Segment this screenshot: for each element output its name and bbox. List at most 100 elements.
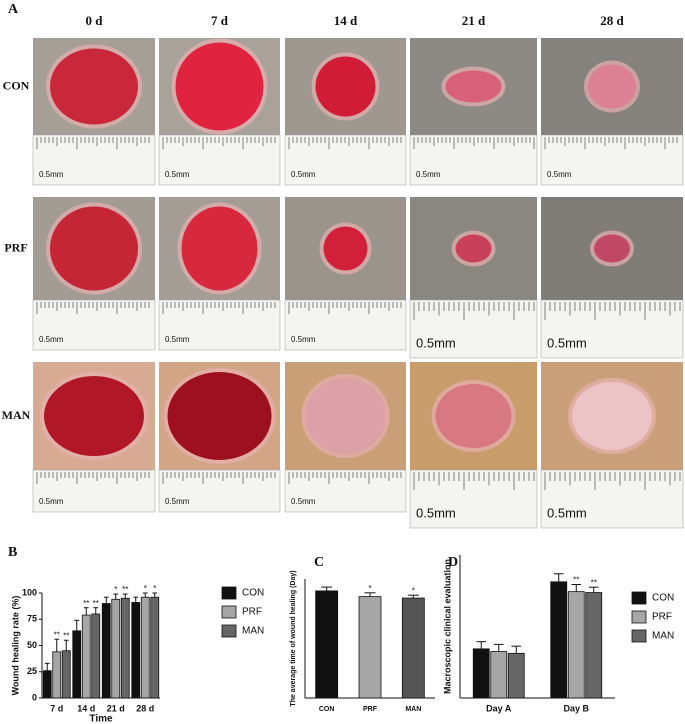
ruler: [284, 134, 407, 186]
bar: [550, 581, 568, 699]
wound: [50, 206, 138, 291]
ruler: [540, 134, 684, 186]
scale-label: 0.5mm: [547, 505, 587, 520]
significance: **: [63, 631, 69, 640]
wound: [323, 226, 368, 271]
ruler: [32, 134, 156, 186]
wound: [445, 70, 502, 103]
scale-label: 0.5mm: [39, 497, 64, 506]
significance: **: [93, 599, 99, 608]
significance: *: [144, 584, 147, 593]
significance: *: [114, 585, 117, 594]
bar: [81, 614, 91, 699]
legend-swatch: [631, 629, 647, 643]
wound: [435, 384, 512, 448]
bar: [131, 602, 141, 699]
ruler: [540, 299, 684, 359]
x-tick-label: PRF: [363, 706, 378, 713]
wound: [305, 378, 386, 454]
bar: [490, 651, 508, 699]
panel-label: B: [8, 545, 17, 560]
row-label: CON: [3, 78, 30, 92]
wound: [315, 56, 376, 117]
y-tick-label: 25: [27, 666, 37, 676]
wound: [572, 382, 652, 450]
column-header: 0 d: [86, 13, 104, 28]
bar: [315, 590, 339, 699]
panel-label: D: [448, 555, 458, 570]
bar: [101, 603, 111, 699]
wound: [181, 206, 258, 291]
x-tick-label: 21 d: [107, 703, 125, 713]
bar: [42, 670, 52, 699]
y-tick-label: 50: [27, 640, 37, 650]
legend-label: PRF: [652, 612, 672, 623]
scale-label: 0.5mm: [39, 170, 64, 179]
column-header: 7 d: [211, 13, 229, 28]
bar: [111, 598, 121, 699]
scale-label: 0.5mm: [416, 335, 456, 350]
scale-label: 0.5mm: [547, 170, 572, 179]
scale-label: 0.5mm: [165, 497, 190, 506]
legend-label: MAN: [652, 631, 674, 642]
significance: *: [412, 586, 415, 595]
bar: [358, 596, 382, 699]
bar: [72, 630, 82, 699]
significance: **: [122, 585, 128, 594]
bar: [585, 592, 603, 699]
x-tick-label: 14 d: [77, 703, 95, 713]
scale-label: 0.5mm: [165, 170, 190, 179]
ruler: [409, 469, 538, 529]
bar: [91, 613, 101, 699]
y-axis-label: Macroscopic clinical evaluation: [442, 559, 452, 694]
scale-label: 0.5mm: [165, 335, 190, 344]
ruler: [409, 134, 538, 186]
legend-label: CON: [652, 593, 674, 604]
legend-label: MAN: [242, 626, 264, 637]
bar: [150, 596, 160, 699]
x-tick-label: Day B: [563, 703, 589, 713]
scale-label: 0.5mm: [291, 335, 316, 344]
scale-label: 0.5mm: [39, 335, 64, 344]
row-label: PRF: [4, 240, 27, 254]
bar: [52, 651, 62, 699]
bar: [472, 648, 490, 699]
y-tick-label: 100: [22, 587, 37, 597]
legend-label: CON: [242, 588, 264, 599]
y-axis-label: The average time of wound healing (Day): [290, 570, 297, 706]
significance: **: [83, 599, 89, 608]
panel-label: C: [314, 555, 324, 570]
bar: [140, 596, 150, 699]
scale-label: 0.5mm: [416, 505, 456, 520]
wound: [588, 64, 636, 109]
scale-label: 0.5mm: [547, 335, 587, 350]
significance: **: [573, 576, 579, 585]
ruler: [158, 134, 281, 186]
y-axis-label: Wound healing rate (%): [10, 596, 20, 696]
significance: **: [591, 578, 597, 587]
column-header: 28 d: [600, 13, 624, 28]
significance: *: [153, 584, 156, 593]
y-tick-label: 75: [27, 614, 37, 624]
scale-label: 0.5mm: [416, 170, 441, 179]
wound: [44, 376, 144, 456]
wound: [175, 42, 264, 131]
bar: [507, 652, 525, 699]
x-axis-label: Time: [89, 714, 113, 724]
ruler: [284, 299, 407, 351]
significance: **: [54, 630, 60, 639]
y-tick-label: 0: [32, 692, 37, 702]
ruler: [32, 469, 156, 513]
bar: [567, 591, 585, 699]
bar: [61, 650, 71, 699]
column-header: 14 d: [334, 13, 358, 28]
ruler: [158, 299, 281, 351]
legend-swatch: [221, 586, 237, 600]
scale-label: 0.5mm: [291, 497, 316, 506]
x-tick-label: CON: [319, 706, 335, 713]
legend-label: PRF: [242, 607, 262, 618]
legend-swatch: [631, 591, 647, 605]
legend-swatch: [221, 624, 237, 638]
x-tick-label: 28 d: [136, 703, 154, 713]
